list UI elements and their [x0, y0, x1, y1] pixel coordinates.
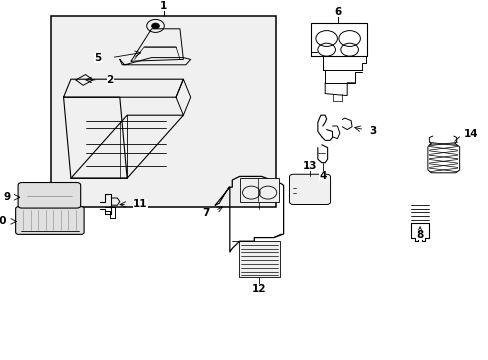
Text: 6: 6 [334, 6, 341, 17]
Bar [310, 23, 366, 56]
Text: 7: 7 [202, 208, 209, 218]
Bar [51, 16, 276, 207]
Text: 1: 1 [160, 1, 167, 11]
FancyBboxPatch shape [16, 207, 84, 234]
Text: 2: 2 [106, 75, 114, 85]
Text: 5: 5 [94, 53, 102, 63]
Text: 10: 10 [0, 216, 7, 226]
Text: 14: 14 [463, 129, 477, 139]
FancyBboxPatch shape [18, 183, 81, 208]
Text: 11: 11 [133, 199, 147, 210]
Bar [239, 178, 278, 202]
Text: 4: 4 [318, 171, 326, 181]
Text: 12: 12 [251, 284, 266, 294]
Text: 13: 13 [302, 161, 317, 171]
Circle shape [151, 23, 159, 29]
Text: 8: 8 [416, 230, 423, 240]
Bar [238, 241, 280, 277]
FancyBboxPatch shape [289, 174, 330, 204]
Text: 3: 3 [368, 126, 376, 136]
Text: 9: 9 [3, 192, 11, 202]
